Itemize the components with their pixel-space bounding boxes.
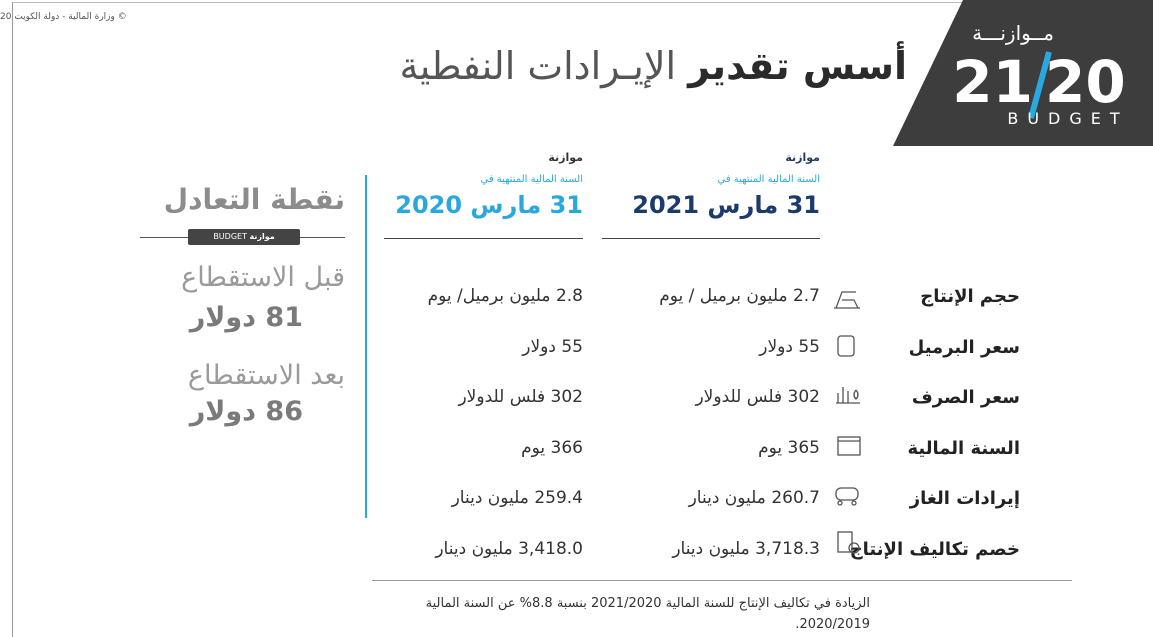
- column-date: 31 مارس 2020: [395, 191, 583, 219]
- icon-tank: [837, 500, 843, 506]
- row-label: إيرادات الغاز: [909, 488, 1020, 509]
- copyright: © وزارة المالية - دولة الكويت 20: [0, 12, 127, 22]
- before-label: قبل الاستقطاع: [181, 262, 345, 293]
- divider: [365, 175, 367, 518]
- badge-ar: موازنة: [249, 232, 275, 241]
- row-value: 2.7 مليون برميل / يوم: [659, 286, 820, 306]
- icon-exchange: [836, 387, 860, 404]
- row-label: حجم الإنتاج: [920, 286, 1020, 307]
- before-value: 81 دولار: [189, 302, 303, 333]
- logo-year: 21: [952, 48, 1033, 116]
- column-subtitle: السنة المالية المنتهية في: [717, 174, 821, 185]
- row-value: 366 يوم: [521, 437, 583, 458]
- column-label: موازنة: [548, 151, 583, 164]
- logo-word: مــوازنـــة: [972, 21, 1054, 45]
- column-date: 31 مارس 2021: [632, 191, 820, 219]
- row-label: سعر البرميل: [908, 336, 1020, 358]
- icon-calc: [837, 531, 853, 553]
- row-value: 55 دولار: [759, 336, 820, 357]
- row-value: 260.7 مليون دينار: [688, 488, 820, 508]
- row-value: 365 يوم: [758, 437, 820, 458]
- row-value: 2.8 مليون برميل/ يوم: [427, 286, 583, 306]
- title: أسس تقدير الإيـرادات النفطية: [399, 44, 907, 88]
- frame-line: [12, 2, 962, 3]
- row-value: 55 دولار: [522, 336, 583, 357]
- row-value: 302 فلس للدولار: [695, 387, 820, 407]
- row-value: 302 فلس للدولار: [458, 387, 583, 407]
- row-icons: [834, 291, 861, 554]
- icon-tank: [835, 487, 859, 501]
- logo-slash: [1028, 51, 1052, 119]
- icon-calendar: [837, 436, 861, 456]
- frame-line: [12, 2, 13, 637]
- icon-pump: [834, 291, 860, 309]
- column-subtitle: السنة المالية المنتهية في: [480, 174, 584, 185]
- row-value: 3,418.0 مليون دينار: [435, 538, 583, 559]
- logo-background: [893, 0, 1153, 146]
- column-underline: [602, 238, 820, 239]
- footnote: الزيادة في تكاليف الإنتاج للسنة المالية …: [425, 596, 870, 632]
- after-value: 86 دولار: [189, 396, 303, 427]
- logo-budget: BUDGET: [1007, 109, 1128, 128]
- row-label: سعر الصرف: [911, 387, 1020, 408]
- badge-en: BUDGET: [213, 232, 247, 241]
- footnote-rule: [372, 580, 1072, 581]
- icon-barrel: [837, 335, 855, 357]
- row-value: 3,718.3 مليون دينار: [672, 538, 820, 559]
- column-label: موازنة: [785, 151, 820, 164]
- icon-tank: [851, 500, 857, 506]
- badge: BUDGET موازنة: [188, 229, 300, 245]
- column-underline: [384, 238, 583, 239]
- icon-calc: [848, 542, 860, 554]
- break-even-title: نقطة التعادل: [163, 183, 345, 216]
- row-label: السنة المالية: [907, 437, 1020, 459]
- row-value: 259.4 مليون دينار: [451, 488, 583, 508]
- row-label: خصم تكاليف الإنتاج: [849, 538, 1020, 560]
- title-bold: أسس تقدير: [688, 44, 907, 88]
- title-light: الإيـرادات النفطية: [399, 44, 677, 88]
- logo-panel: مــوازنـــة 21 20 BUDGET: [893, 0, 1153, 146]
- logo-year: 20: [1045, 48, 1126, 116]
- after-label: بعد الاستقطاع: [187, 360, 345, 391]
